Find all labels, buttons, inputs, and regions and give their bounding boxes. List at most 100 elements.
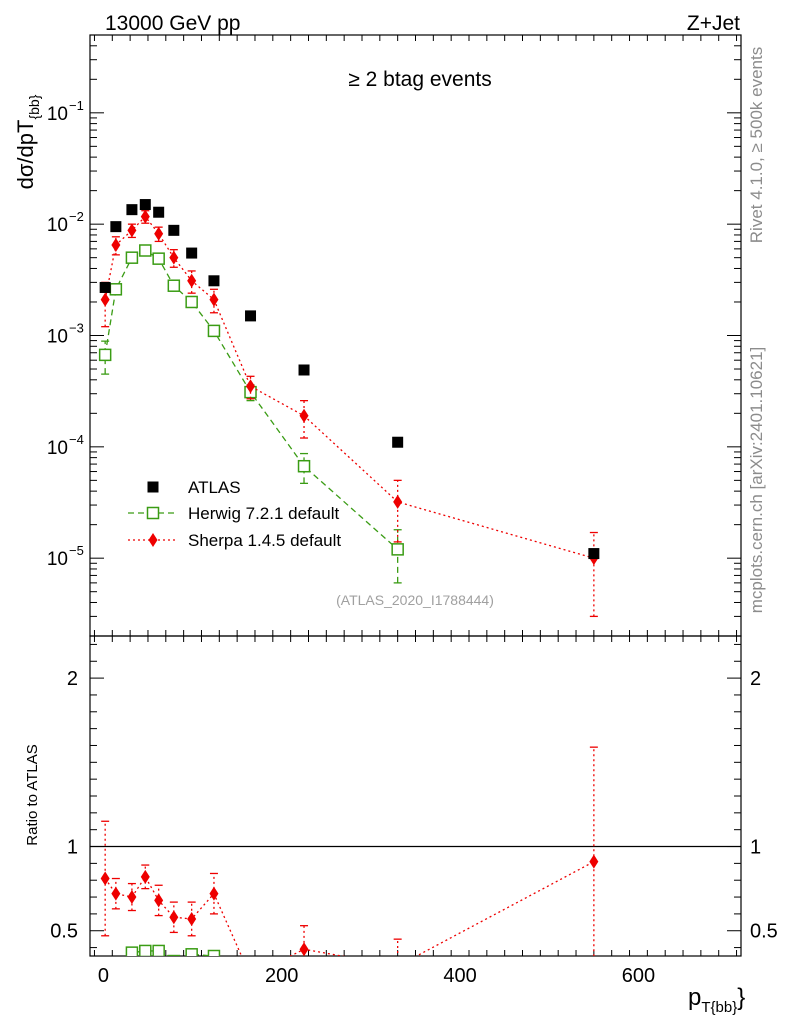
herwig-7-2-1-default-ratio-point bbox=[185, 948, 198, 956]
main-ytick-label: 10 bbox=[47, 438, 68, 459]
sherpa-1-4-5-default-ratio-point bbox=[187, 911, 197, 926]
process-label: Z+Jet bbox=[687, 12, 740, 35]
atlas-point bbox=[168, 224, 180, 236]
atlas-point bbox=[245, 310, 257, 322]
herwig-7-2-1-default-ratio-point bbox=[299, 986, 310, 997]
source-label: mcplots.cern.ch [arXiv:2401.10621] bbox=[747, 347, 766, 613]
main-ytick-exponent: −1 bbox=[69, 98, 84, 113]
xlabel-text: p bbox=[688, 984, 701, 1011]
sherpa-1-4-5-default-point bbox=[111, 237, 121, 252]
sherpa-1-4-5-default-point bbox=[393, 494, 403, 509]
herwig-7-2-1-default-point bbox=[185, 295, 198, 309]
legend-label-atlas: ATLAS bbox=[188, 478, 241, 497]
herwig-7-2-1-default-ratio-point bbox=[207, 949, 221, 956]
main-ytick-exponent: −2 bbox=[69, 209, 84, 224]
atlas-point bbox=[153, 206, 165, 218]
main-ytick-exponent: −5 bbox=[69, 543, 84, 558]
sherpa-1-4-5-default-ratio-point bbox=[209, 886, 219, 901]
main-ylabel: dσ/dpT{bb} bbox=[13, 94, 42, 189]
ratio-axes: 0.5 0.5 1 1 2 2 bbox=[50, 643, 778, 949]
atlas-point bbox=[298, 364, 310, 376]
x-tick-label: 200 bbox=[265, 965, 298, 987]
sherpa-1-4-5-default-ratio-point bbox=[169, 910, 179, 925]
ratio-ytick-label-left: 2 bbox=[67, 668, 78, 690]
legend-label-sherpa-1-4-5-default: Sherpa 1.4.5 default bbox=[188, 531, 341, 550]
atlas-point bbox=[139, 199, 151, 211]
xlabel-close: } bbox=[737, 984, 745, 1011]
herwig-7-2-1-default-ratio-point bbox=[110, 964, 121, 975]
herwig-7-2-1-default-ratio-point bbox=[245, 974, 256, 985]
atlas-point bbox=[99, 281, 111, 293]
atlas-point bbox=[208, 275, 220, 287]
x-tick-label: 600 bbox=[622, 965, 655, 987]
sherpa-1-4-5-default-line bbox=[104, 215, 595, 559]
ratio-ytick-label-right: 1 bbox=[750, 837, 761, 859]
analysis-tag: (ATLAS_2020_I1788444) bbox=[336, 592, 494, 608]
xlabel: pT{bb}} bbox=[688, 984, 745, 1016]
ratio-ylabel: Ratio to ATLAS bbox=[24, 744, 41, 845]
herwig-7-2-1-default-ratio-point bbox=[392, 991, 403, 1002]
ratio-panel-frame bbox=[89, 635, 742, 957]
sherpa-1-4-5-default-point bbox=[140, 209, 150, 224]
main-ylabel-text: dσ/dpT bbox=[13, 120, 38, 190]
herwig-7-2-1-default-point bbox=[98, 348, 112, 362]
atlas-point bbox=[126, 204, 138, 216]
main-ylabel-sub: {bb} bbox=[26, 94, 42, 119]
herwig-7-2-1-default-point bbox=[297, 459, 311, 473]
xlabel-sub: T{bb} bbox=[701, 999, 737, 1016]
main-series bbox=[98, 199, 600, 618]
rivet-version-label: Rivet 4.1.0, ≥ 500k events bbox=[747, 47, 766, 243]
x-tick-label: 0 bbox=[98, 965, 109, 987]
sherpa-1-4-5-default-ratio-line bbox=[104, 861, 595, 956]
main-axes: 10−110−210−310−410−5 bbox=[47, 34, 741, 637]
atlas-point bbox=[186, 247, 198, 259]
x-axis: 0 200 400 600 bbox=[93, 35, 738, 987]
herwig-7-2-1-default-ratio-point bbox=[125, 946, 139, 956]
sherpa-1-4-5-default-ratio-point bbox=[154, 893, 164, 908]
legend: ATLAS Herwig 7.2.1 default Sherpa 1.4.5 de… bbox=[128, 478, 341, 550]
energy-label: 13000 GeV pp bbox=[105, 12, 240, 35]
herwig-7-2-1-default-point bbox=[391, 543, 404, 556]
herwig-7-2-1-default-point bbox=[167, 279, 181, 292]
svg-text:dσ/dpT{bb}: dσ/dpT{bb} bbox=[13, 94, 42, 189]
sherpa-1-4-5-default-point bbox=[299, 408, 309, 423]
herwig-7-2-1-default-point bbox=[139, 244, 152, 257]
sherpa-1-4-5-default-ratio-point bbox=[111, 886, 121, 901]
atlas-point bbox=[392, 436, 404, 448]
ratio-ytick-label-left: 0.5 bbox=[50, 921, 78, 943]
atlas-point bbox=[110, 221, 122, 233]
sherpa-1-4-5-default-ratio-point bbox=[127, 890, 137, 905]
sherpa-1-4-5-default-ratio-point bbox=[393, 959, 402, 973]
ratio-series bbox=[100, 746, 599, 1002]
herwig-7-2-1-default-point bbox=[109, 283, 123, 296]
herwig-7-2-1-default-ratio-line bbox=[127, 950, 216, 956]
chart-title: ≥ 2 btag events bbox=[348, 68, 491, 91]
main-ytick-label: 10 bbox=[47, 549, 68, 570]
sherpa-1-4-5-default-ratio-point bbox=[100, 871, 110, 886]
sherpa-1-4-5-default-point bbox=[154, 226, 164, 241]
sherpa-1-4-5-default-point bbox=[100, 292, 110, 307]
main-ytick-exponent: −3 bbox=[69, 321, 84, 336]
sherpa-1-4-5-default-ratio-point bbox=[299, 942, 309, 956]
sherpa-1-4-5-default-ratio-point bbox=[246, 969, 255, 983]
ratio-ytick-label-right: 2 bbox=[750, 668, 761, 690]
sherpa-1-4-5-default-ratio-point bbox=[589, 854, 599, 869]
herwig-7-2-1-default-ratio-point bbox=[139, 944, 152, 956]
main-ytick-exponent: −4 bbox=[69, 432, 84, 447]
herwig-7-2-1-default-ratio-point bbox=[152, 944, 165, 956]
legend-label-herwig-7-2-1-default: Herwig 7.2.1 default bbox=[188, 504, 339, 523]
legend-marker-sherpa-1-4-5-default bbox=[148, 533, 158, 547]
herwig-7-2-1-default-point bbox=[152, 252, 165, 265]
main-ytick-label: 10 bbox=[47, 215, 68, 236]
legend-marker-atlas bbox=[147, 481, 159, 493]
legend-marker-herwig-7-2-1-default bbox=[146, 506, 160, 520]
main-ytick-label: 10 bbox=[47, 327, 68, 348]
atlas-point bbox=[588, 548, 600, 560]
ratio-ytick-label-right: 0.5 bbox=[750, 921, 778, 943]
herwig-7-2-1-default-ratio-point bbox=[167, 954, 181, 956]
sherpa-1-4-5-default-point bbox=[209, 292, 219, 307]
ratio-ytick-label-left: 1 bbox=[67, 837, 78, 859]
sherpa-1-4-5-default-point bbox=[187, 273, 197, 288]
herwig-7-2-1-default-point bbox=[125, 251, 139, 264]
